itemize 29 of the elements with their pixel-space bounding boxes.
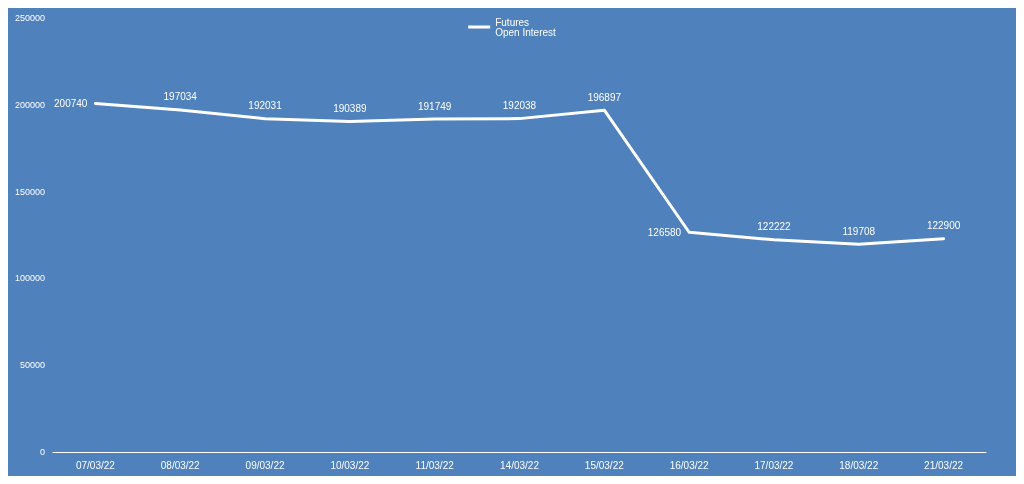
y-tick-label: 0	[39, 447, 45, 457]
x-tick-label: 11/03/22	[415, 459, 455, 471]
x-tick-label: 17/03/22	[754, 459, 794, 471]
data-label: 192038	[502, 100, 537, 112]
x-tick-label: 15/03/22	[584, 459, 625, 471]
data-label: 191749	[417, 100, 452, 112]
x-tick-label: 14/03/22	[500, 459, 540, 471]
legend-label: Futures Open Interest	[495, 16, 557, 38]
data-label: 192031	[248, 100, 283, 112]
x-tick-label: 09/03/22	[245, 459, 285, 471]
y-tick-label: 250000	[14, 13, 45, 23]
x-tick-label: 07/03/22	[75, 459, 116, 471]
y-tick-label: 50000	[19, 360, 45, 371]
y-tick-label: 100000	[14, 273, 45, 284]
data-label: 196897	[587, 91, 622, 103]
y-tick-label: 200000	[14, 99, 45, 110]
x-tick-label: 08/03/22	[160, 459, 201, 471]
x-tick-label: 16/03/22	[669, 459, 710, 471]
x-tick-label: 18/03/22	[839, 459, 879, 471]
data-label: 126580	[647, 226, 682, 238]
data-label: 119708	[842, 225, 876, 237]
data-label: 122222	[757, 221, 792, 233]
data-label: 200740	[54, 98, 88, 110]
y-tick-label: 150000	[14, 186, 45, 197]
data-label: 190389	[333, 102, 367, 114]
x-tick-label: 10/03/22	[330, 459, 370, 471]
x-tick-label: 21/03/22	[924, 459, 964, 471]
data-label: 122900	[926, 220, 961, 232]
data-label: 197034	[163, 91, 198, 103]
